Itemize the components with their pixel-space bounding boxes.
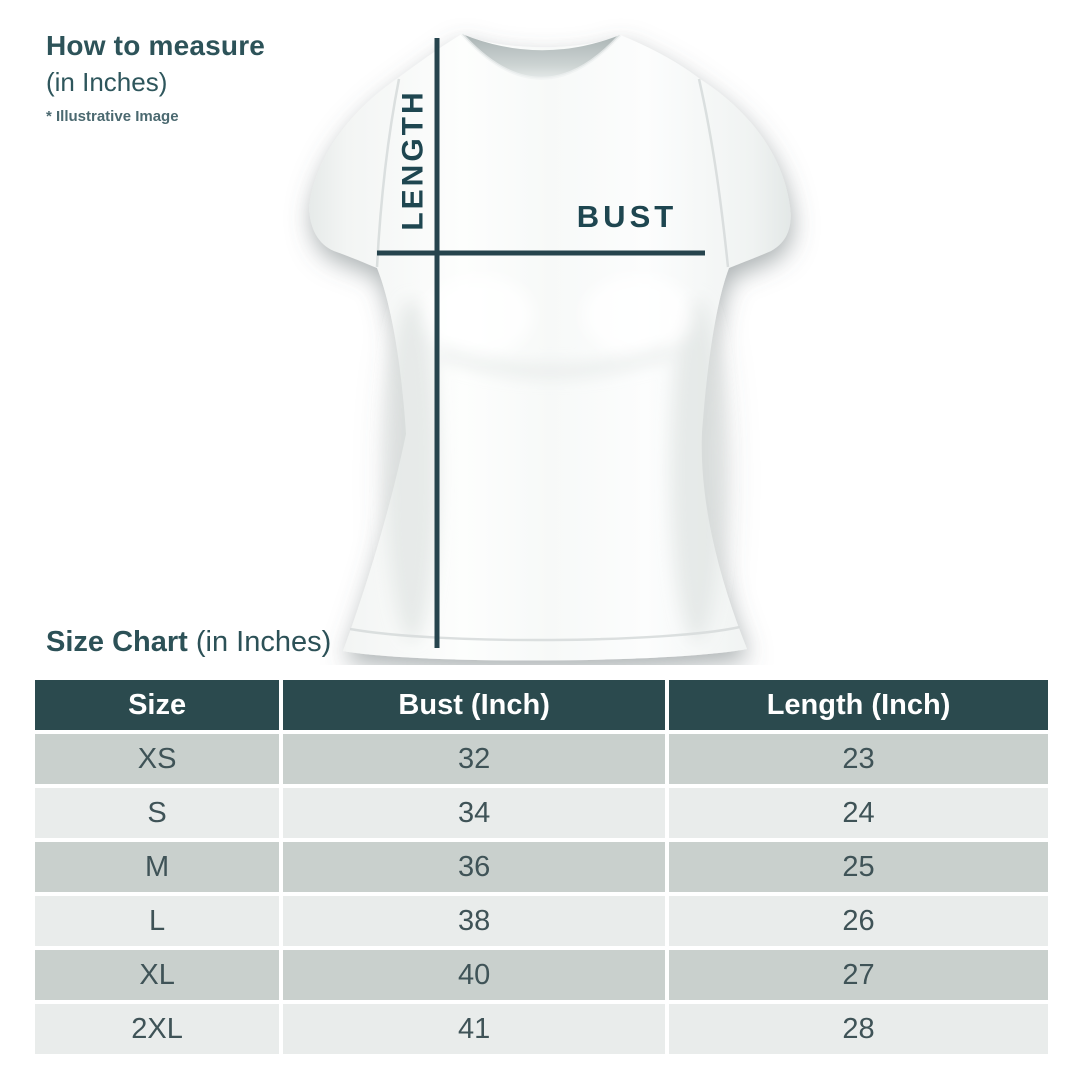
bust-cell: 34	[283, 788, 666, 838]
how-to-measure-title: How to measure	[46, 30, 266, 61]
table-row-l: L 38 26	[35, 896, 1048, 946]
bust-label: BUST	[577, 199, 677, 234]
column-header-bust: Bust (Inch)	[283, 680, 666, 730]
bust-cell: 40	[283, 950, 666, 1000]
how-to-measure-unit: (in Inches)	[46, 67, 168, 97]
size-cell: XS	[35, 734, 280, 784]
size-cell: XL	[35, 950, 280, 1000]
hem-seam	[349, 625, 741, 642]
table-row-2xl: 2XL 41 28	[35, 1004, 1048, 1054]
tshirt-illustration: LENGTH BUST	[309, 32, 791, 661]
table-row-s: S 34 24	[35, 788, 1048, 838]
length-cell: 24	[669, 788, 1048, 838]
length-cell: 23	[669, 734, 1048, 784]
length-cell: 25	[669, 842, 1048, 892]
measurement-guides: LENGTH BUST	[377, 38, 705, 648]
header-row: Size Bust (Inch) Length (Inch)	[35, 680, 1048, 730]
bust-cell: 32	[283, 734, 666, 784]
size-chart-unit: (in Inches)	[195, 626, 332, 658]
size-cell: 2XL	[35, 1004, 280, 1054]
column-header-length: Length (Inch)	[669, 680, 1048, 730]
length-cell: 27	[669, 950, 1048, 1000]
right-sleeve-seam	[697, 78, 730, 268]
tshirt-body	[309, 32, 791, 661]
illustrative-image-note: * Illustrative Image	[46, 108, 179, 125]
bust-cell: 36	[283, 842, 666, 892]
size-cell: M	[35, 842, 280, 892]
bust-cell: 38	[283, 896, 666, 946]
length-cell: 28	[669, 1004, 1048, 1054]
size-chart-title: Size Chart (in Inches)	[46, 626, 331, 659]
size-cell: L	[35, 896, 280, 946]
left-sleeve-seam	[375, 78, 401, 268]
column-header-size: Size	[35, 680, 280, 730]
table-row-xl: XL 40 27	[35, 950, 1048, 1000]
how-to-measure-block: How to measure (in Inches) * Illustrativ…	[46, 30, 265, 125]
length-cell: 26	[669, 896, 1048, 946]
size-cell: S	[35, 788, 280, 838]
bust-cell: 41	[283, 1004, 666, 1054]
size-chart-table: Size Bust (Inch) Length (Inch) XS 32 23 …	[31, 676, 1052, 1058]
table-row-xs: XS 32 23	[35, 734, 1048, 784]
size-chart-title-text: Size Chart	[46, 626, 188, 658]
table-row-m: M 36 25	[35, 842, 1048, 892]
length-label: LENGTH	[397, 89, 430, 230]
